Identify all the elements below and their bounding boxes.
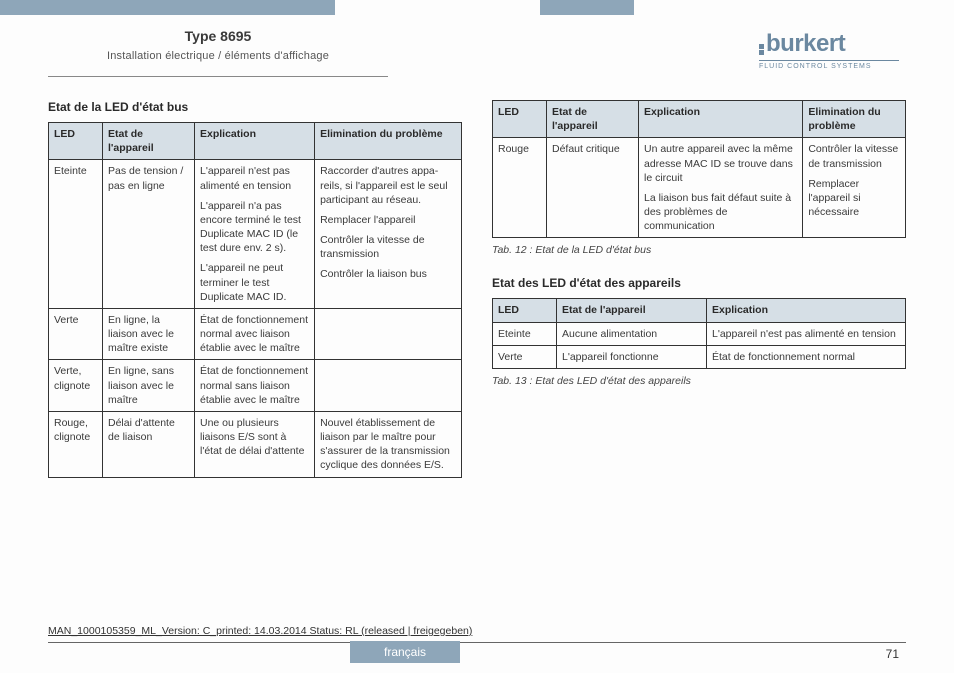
cell-expl: État de fonctionnement normal: [707, 345, 906, 368]
cell-expl: Un autre appareil avec la même adresse M…: [639, 138, 803, 238]
cell-led: Rouge: [493, 138, 547, 238]
content-columns: Etat de la LED d'état bus LEDEtat de l'a…: [48, 100, 906, 478]
cell-expl: Une ou plusieurs liaisons E/S sont à l'é…: [195, 411, 315, 477]
cell-expl: L'appareil n'est pas alimenté en tension…: [195, 160, 315, 309]
left-column: Etat de la LED d'état bus LEDEtat de l'a…: [48, 100, 462, 478]
right-column: LEDEtat de l'appareilExplicationEliminat…: [492, 100, 906, 478]
cell-expl: État de fonction­nement normal sans liai…: [195, 360, 315, 412]
table-row: RougeDéfaut critiqueUn autre appareil av…: [493, 138, 906, 238]
bus-led-table-continued: LEDEtat de l'appareilExplicationEliminat…: [492, 100, 906, 238]
cell-etat: L'appareil fonctionne: [557, 345, 707, 368]
cell-led: Verte: [49, 308, 103, 360]
cell-expl: L'appareil n'est pas alimenté en tension: [707, 322, 906, 345]
device-led-table: LEDEtat de l'appareilExplication Eteinte…: [492, 298, 906, 369]
table-row: EteintePas de tension / pas en ligneL'ap…: [49, 160, 462, 309]
table-header: LED: [493, 299, 557, 322]
table-header: LED: [49, 123, 103, 160]
cell-elim: Contrôler la vitesse de transmissionRemp…: [803, 138, 906, 238]
accent-bar-right: [540, 0, 634, 15]
table-header: Explication: [707, 299, 906, 322]
table-header: Etat de l'appareil: [547, 101, 639, 138]
header-rule: [48, 76, 388, 77]
footer-rule: [48, 642, 906, 643]
top-accent-bars: [0, 0, 954, 15]
table-row: EteinteAucune alimentationL'appareil n'e…: [493, 322, 906, 345]
accent-bar-left: [0, 0, 335, 15]
cell-expl: État de fonction­nement normal avec liai…: [195, 308, 315, 360]
cell-led: Eteinte: [49, 160, 103, 309]
table-header: Elimination du problème: [803, 101, 906, 138]
cell-elim: [315, 360, 462, 412]
language-tab: français: [350, 641, 460, 663]
table-header: LED: [493, 101, 547, 138]
table-header: Etat de l'appareil: [557, 299, 707, 322]
cell-etat: Défaut critique: [547, 138, 639, 238]
cell-etat: Aucune alimentation: [557, 322, 707, 345]
cell-etat: En ligne, sans liaison avec le maître: [103, 360, 195, 412]
footer-metadata: MAN_1000105359_ML_Version: C_printed: 14…: [48, 625, 472, 637]
table-header: Explication: [195, 123, 315, 160]
page-number: 71: [886, 647, 899, 661]
logo-dots-icon: [759, 44, 764, 55]
table-row: VerteEn ligne, la liaison avec le maître…: [49, 308, 462, 360]
cell-etat: En ligne, la liaison avec le maître exis…: [103, 308, 195, 360]
logo-wordmark: burkert: [766, 30, 845, 58]
doc-type: Type 8695: [48, 28, 388, 44]
table-row: Rouge, clignoteDélai d'attente de liaiso…: [49, 411, 462, 477]
page-header: Type 8695 Installation électrique / élém…: [0, 20, 954, 75]
logo-tagline: FLUID CONTROL SYSTEMS: [759, 60, 899, 70]
header-title-block: Type 8695 Installation électrique / élém…: [48, 28, 388, 62]
cell-led: Rouge, clignote: [49, 411, 103, 477]
table-row: VerteL'appareil fonctionneÉtat de foncti…: [493, 345, 906, 368]
cell-elim: [315, 308, 462, 360]
bus-led-table: LEDEtat de l'appareilExplicationEliminat…: [48, 122, 462, 478]
table-header: Elimination du problème: [315, 123, 462, 160]
section-title-device-led: Etat des LED d'état des appareils: [492, 276, 906, 290]
cell-led: Eteinte: [493, 322, 557, 345]
table-header: Explication: [639, 101, 803, 138]
table-caption-13: Tab. 13 : Etat des LED d'état des appare…: [492, 375, 906, 387]
table-row: Verte, clignoteEn ligne, sans liaison av…: [49, 360, 462, 412]
brand-logo: burkert FLUID CONTROL SYSTEMS: [759, 30, 899, 70]
cell-etat: Pas de tension / pas en ligne: [103, 160, 195, 309]
table-header: Etat de l'appareil: [103, 123, 195, 160]
cell-etat: Délai d'attente de liaison: [103, 411, 195, 477]
doc-subtitle: Installation électrique / éléments d'aff…: [48, 50, 388, 62]
cell-led: Verte: [493, 345, 557, 368]
cell-elim: Nouvel établissement de liaison par le m…: [315, 411, 462, 477]
cell-elim: Raccorder d'autres appa­reils, si l'appa…: [315, 160, 462, 309]
cell-led: Verte, clignote: [49, 360, 103, 412]
section-title-bus-led: Etat de la LED d'état bus: [48, 100, 462, 114]
table-caption-12: Tab. 12 : Etat de la LED d'état bus: [492, 244, 906, 256]
